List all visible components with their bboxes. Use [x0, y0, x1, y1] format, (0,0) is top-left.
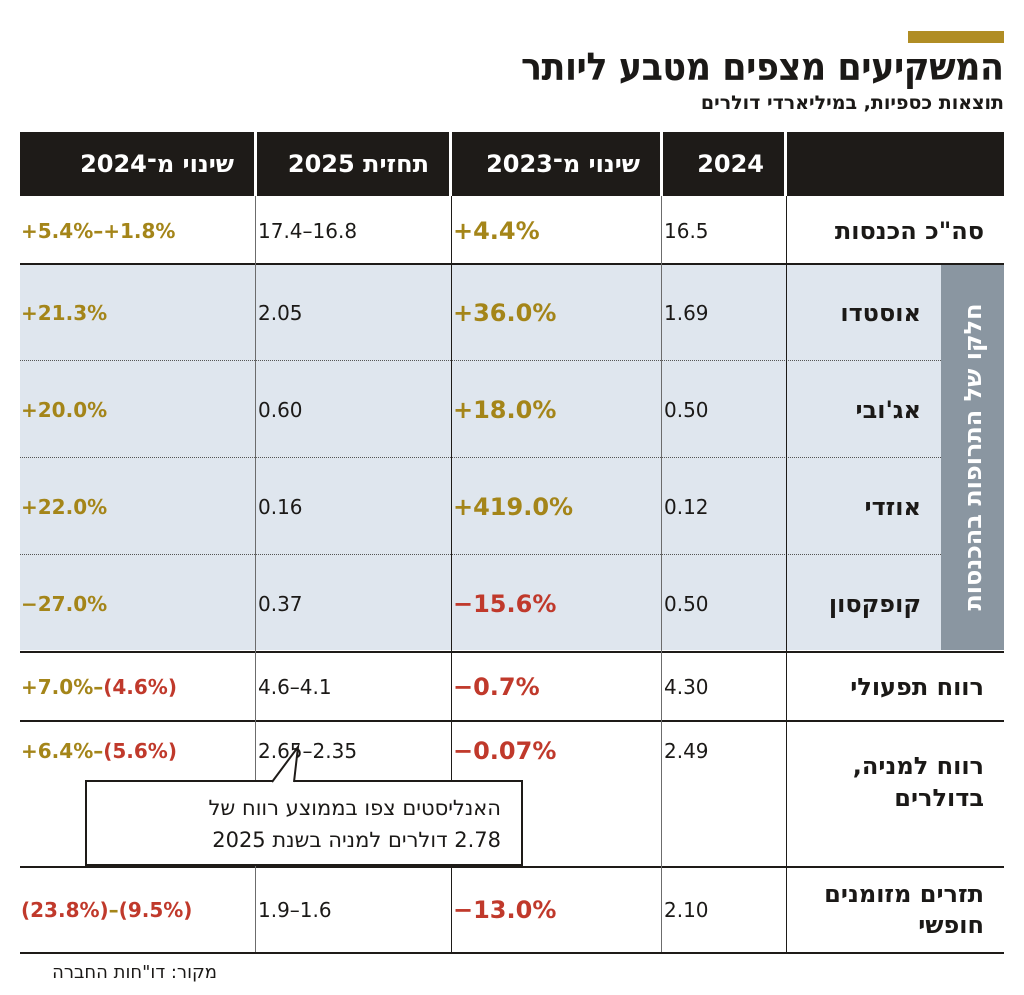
callout-line: 2.78 דולרים למניה בשנת 2025 — [212, 828, 501, 852]
value-2024: 0.50 — [664, 591, 709, 616]
row-label-eps: רווח למניה, בדולרים — [852, 752, 984, 812]
row-label-total-revenue: סה"כ הכנסות — [834, 216, 984, 245]
change-2024: (23.8%)–(9.5%) — [21, 898, 193, 922]
forecast-2025: 0.37 — [258, 591, 303, 616]
value-2024: 2.49 — [664, 739, 709, 763]
change-2023: −0.07% — [453, 737, 557, 765]
change-2023: +419.0% — [453, 492, 574, 521]
header-change-2024: שינוי מ־2024 — [20, 132, 254, 196]
table-bottom-line — [20, 952, 1004, 954]
change-2024: +7.0%–(4.6%) — [21, 674, 177, 699]
forecast-2025: 0.16 — [258, 494, 303, 519]
value-2024: 0.50 — [664, 397, 709, 422]
change-2023: +4.4% — [453, 216, 540, 245]
header-label-cell — [787, 132, 1004, 196]
value-2024: 1.69 — [664, 300, 709, 325]
source-note: מקור: דו"חות החברה — [52, 962, 217, 983]
change-2024: +22.0% — [21, 494, 108, 519]
column-divider — [451, 196, 452, 952]
value-2024: 2.10 — [664, 898, 709, 922]
row-label-uzedy: אוזדי — [864, 492, 922, 521]
forecast-2025: 1.9–1.6 — [258, 898, 332, 922]
row-label-ajovy: אג'ובי — [855, 395, 921, 424]
accent-bar — [908, 31, 1004, 43]
header-forecast-2025: תחזית 2025 — [257, 132, 449, 196]
value-2024: 4.30 — [664, 674, 709, 699]
forecast-2025: 2.05 — [258, 300, 303, 325]
row-divider — [20, 457, 941, 458]
change-2024: +6.4%–(5.6%) — [21, 739, 177, 763]
change-2023: +36.0% — [453, 298, 557, 327]
group-side-label: חלקו של התרופות בהכנסות — [941, 264, 1004, 650]
row-label-austedo: אוסטדו — [840, 298, 921, 327]
row-divider — [20, 720, 1004, 722]
forecast-2025: 2.65–2.35 — [258, 739, 358, 763]
forecast-2025: 17.4–16.8 — [258, 218, 358, 243]
header-2024: 2024 — [663, 132, 784, 196]
change-2024: +5.4%–+1.8% — [21, 218, 176, 243]
header-change-2023: שינוי מ־2023 — [452, 132, 660, 196]
forecast-2025: 0.60 — [258, 397, 303, 422]
row-label-operating-profit: רווח תפעולי — [850, 672, 984, 701]
value-2024: 0.12 — [664, 494, 709, 519]
column-divider — [661, 196, 662, 952]
value-2024: 16.5 — [664, 218, 709, 243]
chart-subtitle: תוצאות כספיות, במיליארדי דולרים — [700, 92, 1004, 114]
change-2023: −13.0% — [453, 896, 557, 924]
callout-line: האנליסטים צפו בממוצע רווח של — [208, 796, 502, 820]
change-2024: +20.0% — [21, 397, 108, 422]
row-divider — [20, 866, 1004, 868]
row-divider — [20, 554, 941, 555]
row-label-copaxone: קופקסון — [828, 589, 921, 618]
change-2024: −27.0% — [21, 591, 108, 616]
column-divider — [255, 196, 256, 952]
chart-title: המשקיעים מצפים מטבע ליותר — [521, 45, 1004, 89]
analyst-callout: האנליסטים צפו בממוצע רווח של 2.78 דולרים… — [85, 780, 523, 866]
forecast-2025: 4.6–4.1 — [258, 674, 332, 699]
callout-pointer — [271, 744, 300, 783]
row-divider — [20, 360, 941, 361]
row-divider — [20, 651, 1004, 653]
row-divider — [20, 263, 1004, 265]
row-label-free-cash-flow: תזרים מזומנים חופשי — [824, 880, 984, 939]
change-2023: −0.7% — [453, 672, 540, 701]
column-divider — [786, 196, 787, 952]
change-2023: −15.6% — [453, 589, 557, 618]
change-2024: +21.3% — [21, 300, 108, 325]
change-2023: +18.0% — [453, 395, 557, 424]
